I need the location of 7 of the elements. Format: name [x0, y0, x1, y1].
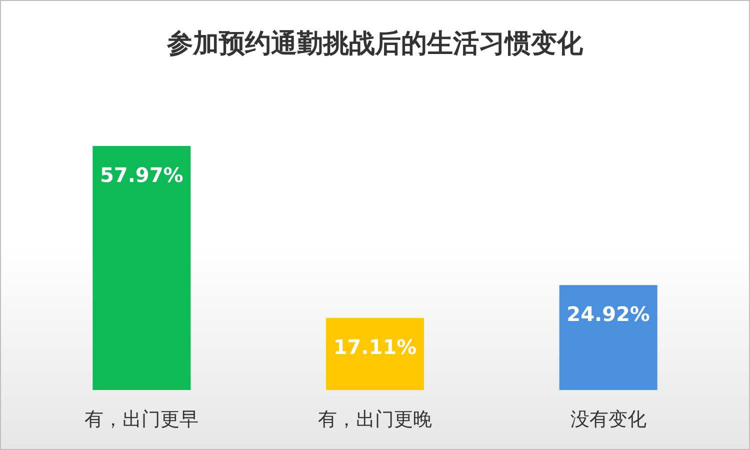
x-tick-label: 没有变化 [570, 408, 646, 430]
data-label: 17.11% [333, 334, 417, 359]
chart-title: 参加预约通勤挑战后的生活习惯变化 [166, 29, 584, 59]
data-label: 24.92% [566, 302, 650, 326]
data-label: 57.97% [100, 163, 184, 187]
x-tick-label: 有，出门更晚 [318, 408, 432, 430]
x-tick-label: 有，出门更早 [84, 408, 199, 430]
